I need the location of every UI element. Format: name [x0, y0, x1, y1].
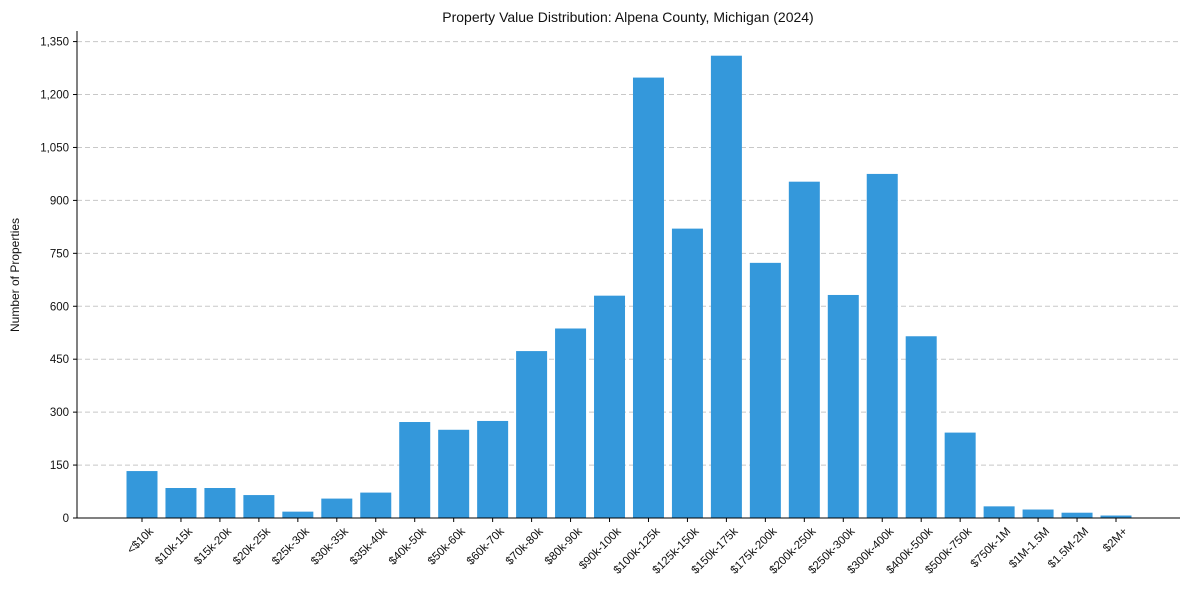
bar — [710, 55, 742, 518]
x-tick-label: $750k-1M — [969, 526, 1014, 571]
x-tick-label: $35k-40k — [348, 525, 390, 567]
bar — [126, 471, 158, 518]
x-tick-label: $2M+ — [1101, 525, 1130, 554]
y-tick-label: 600 — [50, 301, 69, 313]
bar — [1022, 509, 1054, 518]
axes — [76, 31, 1180, 519]
x-tick-label: $15k-20k — [192, 525, 234, 567]
x-tick-label: $20k-25k — [231, 525, 273, 567]
y-tick-label: 1,050 — [40, 142, 69, 154]
y-axis-ticks: 0 150 300 450 600 750 900 1,050 1,200 1,350 — [40, 37, 77, 525]
bar — [594, 295, 626, 518]
bar — [671, 228, 703, 519]
bar — [165, 488, 197, 518]
x-tick-label: $1M-1.5M — [1007, 526, 1052, 571]
x-tick-label: $70k-80k — [504, 525, 546, 567]
x-tick-label: $30k-35k — [309, 525, 351, 567]
bar — [516, 351, 548, 518]
bar — [827, 294, 859, 518]
x-tick-label: $40k-50k — [387, 525, 429, 567]
y-tick-label: 150 — [50, 460, 69, 472]
x-axis-ticks: <$10k$10k-15k$15k-20k$20k-25k$25k-30k$30… — [125, 518, 1130, 577]
bar — [399, 422, 431, 518]
bar — [282, 511, 314, 518]
bar — [788, 181, 820, 518]
y-tick-label: 1,200 — [40, 90, 69, 102]
bar — [438, 429, 470, 518]
bar — [204, 488, 236, 518]
x-tick-label: <$10k — [125, 525, 156, 556]
x-tick-label: $10k-15k — [153, 525, 195, 567]
bar — [1061, 512, 1093, 518]
chart-title: Property Value Distribution: Alpena Coun… — [442, 9, 813, 25]
y-tick-label: 300 — [50, 407, 69, 419]
bar — [983, 506, 1015, 518]
y-tick-label: 750 — [50, 248, 69, 260]
x-tick-label: $1.5M-2M — [1046, 526, 1091, 571]
bar — [944, 432, 976, 518]
gridlines — [77, 41, 1180, 466]
bar — [1100, 515, 1132, 518]
x-tick-label: $60k-70k — [465, 525, 507, 567]
y-axis-label: Number of Properties — [8, 218, 22, 332]
bar — [477, 420, 509, 518]
x-tick-label: $50k-60k — [426, 525, 468, 567]
bar — [360, 492, 392, 518]
bar — [749, 262, 781, 518]
y-tick-label: 450 — [50, 354, 69, 366]
y-tick-label: 900 — [50, 195, 69, 207]
bar — [632, 77, 664, 518]
y-tick-label: 0 — [63, 513, 69, 525]
bar — [905, 336, 937, 518]
y-tick-label: 1,350 — [40, 37, 69, 49]
bar — [555, 328, 587, 518]
x-tick-label: $25k-30k — [270, 525, 312, 567]
bars — [126, 55, 1132, 519]
bar — [243, 495, 275, 518]
bar — [321, 498, 353, 518]
bar — [866, 173, 898, 518]
